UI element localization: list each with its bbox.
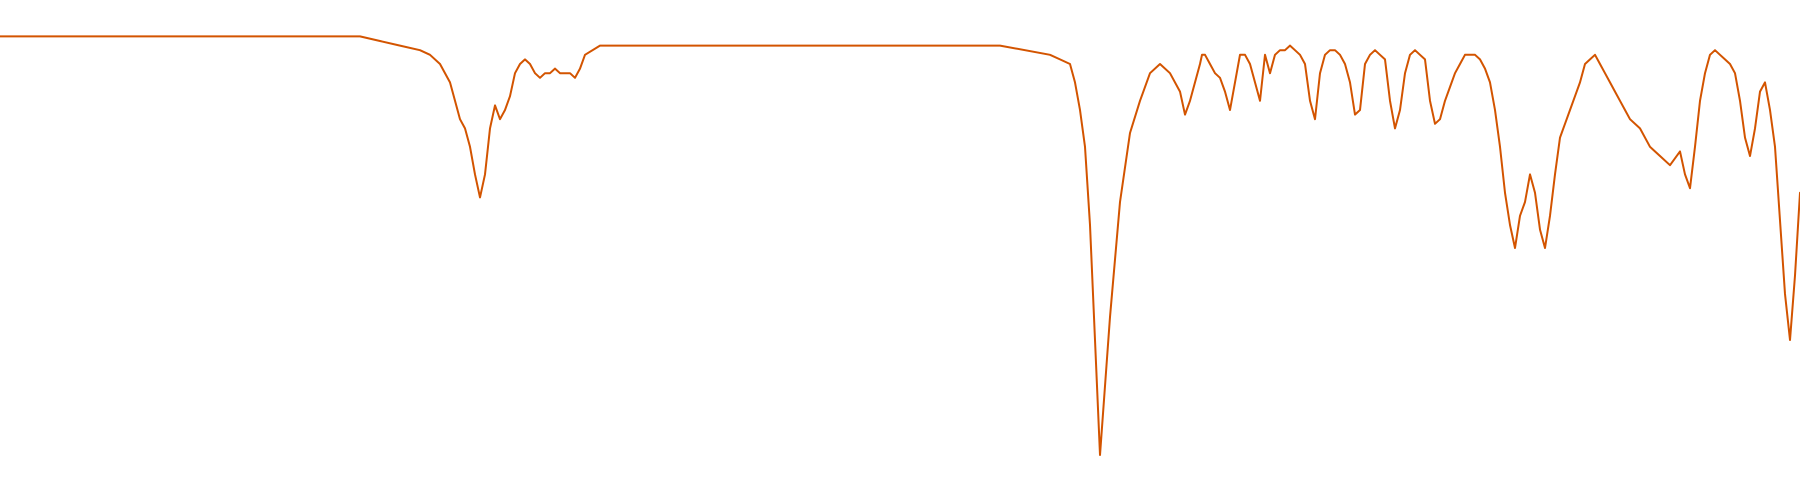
series-line — [0, 35, 1800, 456]
series-layer — [0, 35, 1800, 456]
